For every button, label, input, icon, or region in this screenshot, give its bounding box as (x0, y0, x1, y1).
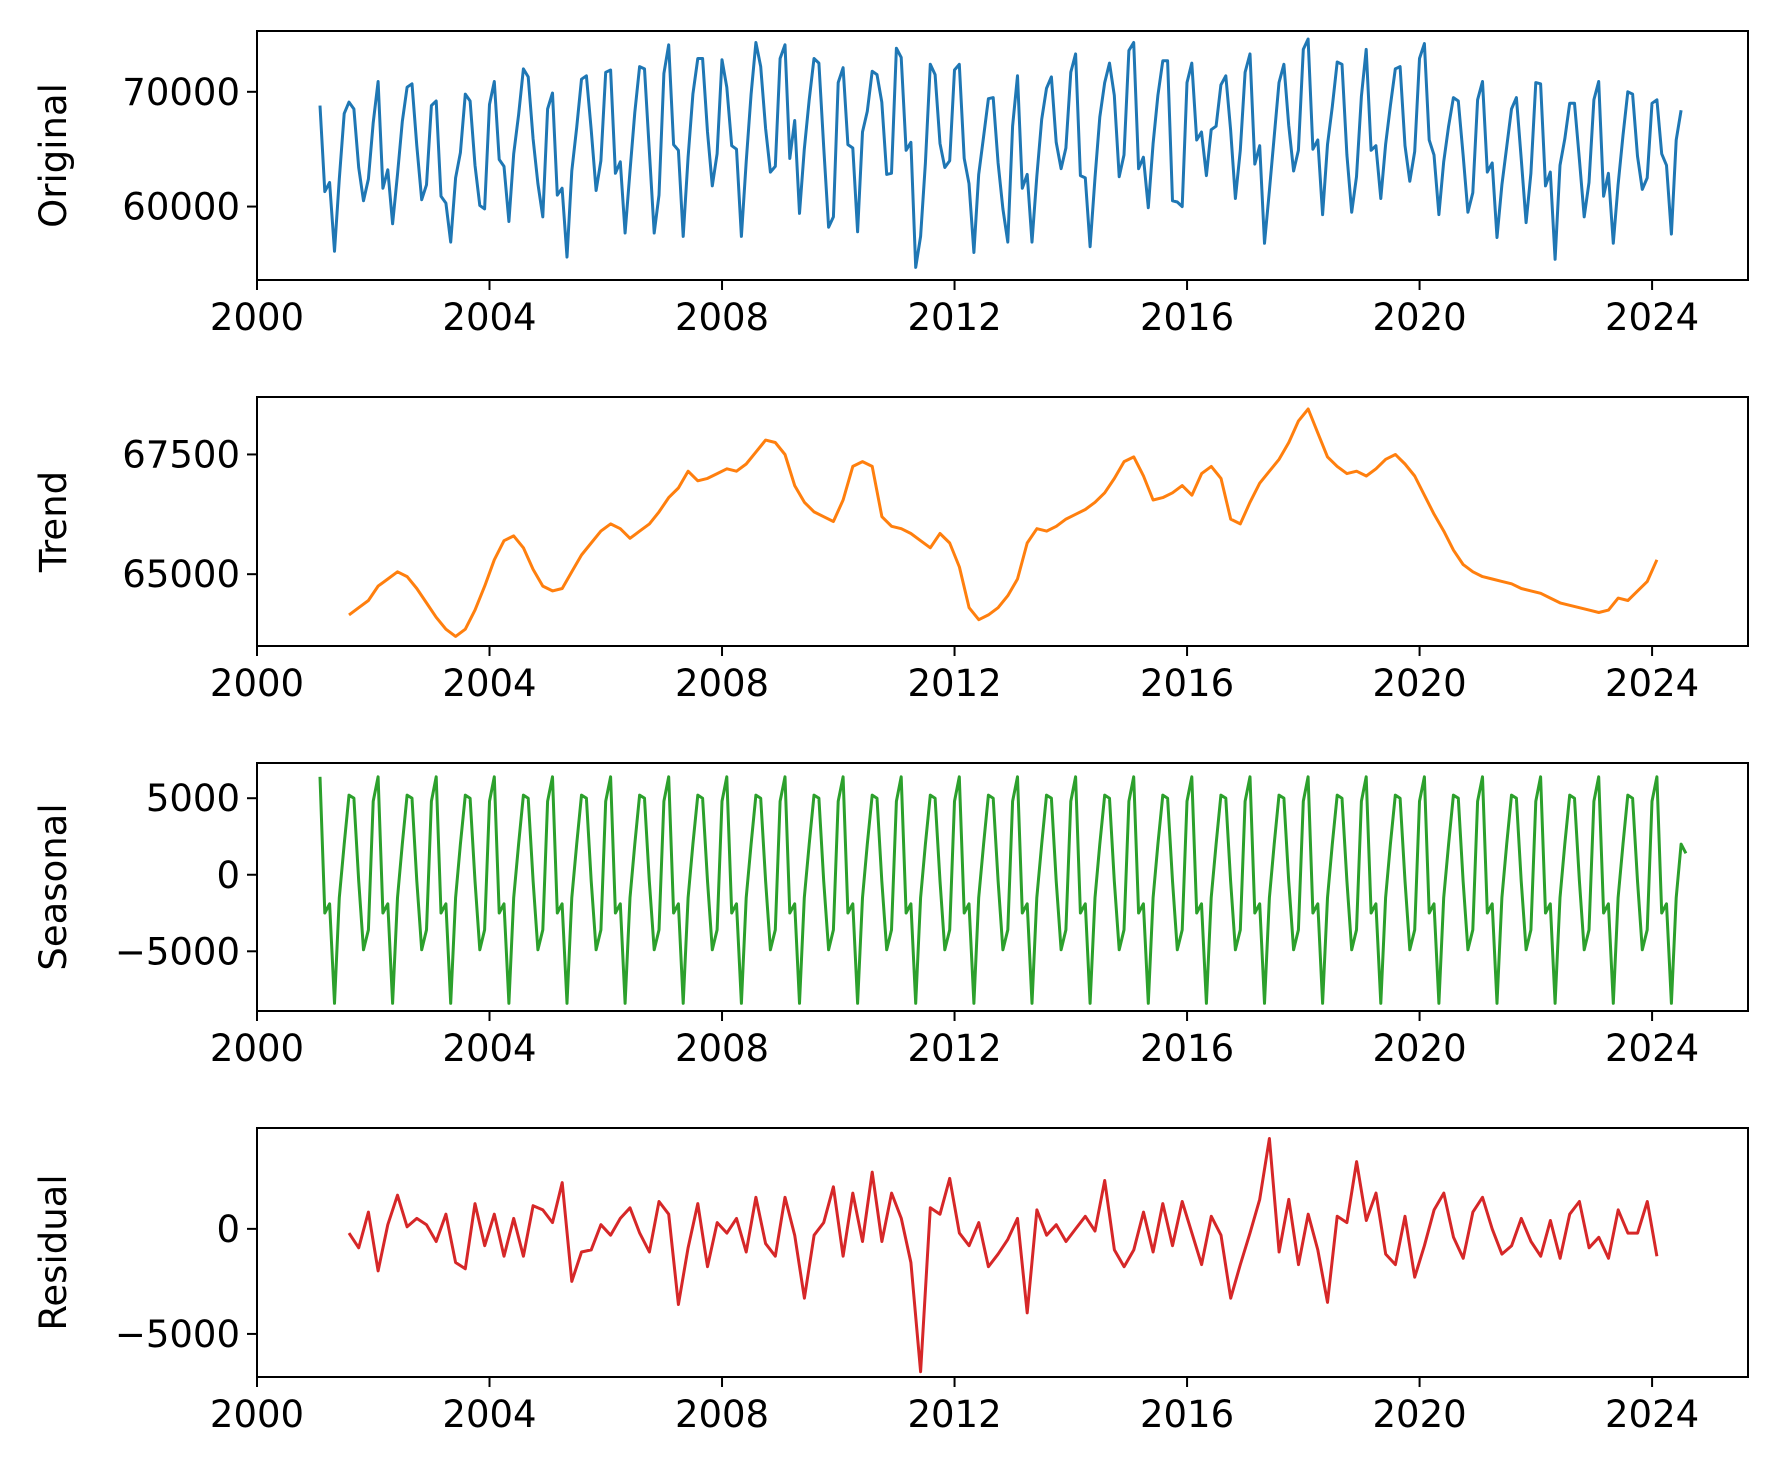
seasonal-series-line (318, 775, 1688, 1005)
trend-axes-frame (256, 396, 1749, 647)
trend-x-tick-label: 2024 (1605, 662, 1699, 705)
trend-y-tick-label: 65000 (122, 553, 240, 596)
seasonal-y-axis-label: Seasonal (32, 803, 75, 970)
seasonal-x-tick-label: 2020 (1372, 1027, 1466, 1070)
trend-x-tick-label: 2020 (1372, 662, 1466, 705)
original-x-tick-label: 2004 (442, 296, 536, 339)
original-x-tick-label: 2012 (907, 296, 1001, 339)
seasonal-panel: 2000 2004 2008 2012 2016 2020 2024 −5000 0 5000 Se… (32, 762, 1749, 1070)
original-x-tick-label: 2000 (210, 296, 304, 339)
original-x-tick-label: 2024 (1605, 296, 1699, 339)
seasonal-axes-frame (256, 762, 1749, 1012)
original-x-tick-label: 2016 (1140, 296, 1234, 339)
original-series-line (318, 37, 1683, 269)
residual-y-axis-label: Residual (32, 1174, 75, 1330)
seasonal-y-tick-label: 0 (216, 854, 240, 897)
original-y-tick-label: 70000 (122, 71, 240, 114)
residual-y-tick-label: −5000 (115, 1313, 240, 1356)
seasonal-x-tick-label: 2016 (1140, 1027, 1234, 1070)
residual-x-tick-label: 2016 (1140, 1393, 1234, 1436)
seasonal-x-tick-label: 2008 (675, 1027, 769, 1070)
residual-x-tick-label: 2000 (210, 1393, 304, 1436)
original-y-axis-label: Original (32, 83, 75, 228)
original-y-tick-label: 60000 (122, 186, 240, 229)
residual-x-tick-label: 2004 (442, 1393, 536, 1436)
residual-panel: 2000 2004 2008 2012 2016 2020 2024 −5000 0 Residu… (32, 1127, 1749, 1436)
seasonal-y-tick-label: 5000 (146, 777, 240, 820)
original-axes-frame (256, 30, 1749, 281)
trend-x-tick-label: 2008 (675, 662, 769, 705)
residual-x-tick-label: 2012 (907, 1393, 1001, 1436)
trend-y-axis-label: Trend (32, 471, 75, 573)
seasonal-x-tick-label: 2000 (210, 1027, 304, 1070)
seasonal-x-tick-label: 2024 (1605, 1027, 1699, 1070)
residual-x-tick-label: 2024 (1605, 1393, 1699, 1436)
residual-y-tick-label: 0 (216, 1208, 240, 1251)
residual-series-line (347, 1137, 1659, 1374)
original-x-tick-label: 2008 (675, 296, 769, 339)
trend-panel: 2000 2004 2008 2012 2016 2020 2024 65000 67500 Tr… (32, 396, 1749, 705)
trend-y-tick-label: 67500 (122, 433, 240, 476)
seasonal-x-tick-label: 2012 (907, 1027, 1001, 1070)
residual-x-tick-label: 2008 (675, 1393, 769, 1436)
original-x-tick-label: 2020 (1372, 296, 1466, 339)
trend-x-tick-label: 2016 (1140, 662, 1234, 705)
trend-x-tick-label: 2012 (907, 662, 1001, 705)
subplots: 2000 2004 2008 2012 2016 2020 2024 60000 70000 Or… (32, 30, 1749, 1436)
seasonal-x-tick-label: 2004 (442, 1027, 536, 1070)
trend-series-line (348, 407, 1659, 638)
trend-x-tick-label: 2004 (442, 662, 536, 705)
residual-x-tick-label: 2020 (1372, 1393, 1466, 1436)
original-panel: 2000 2004 2008 2012 2016 2020 2024 60000 70000 Or… (32, 30, 1749, 339)
residual-axes-frame (256, 1127, 1749, 1378)
seasonal-y-tick-label: −5000 (115, 930, 240, 973)
trend-x-tick-label: 2000 (210, 662, 304, 705)
